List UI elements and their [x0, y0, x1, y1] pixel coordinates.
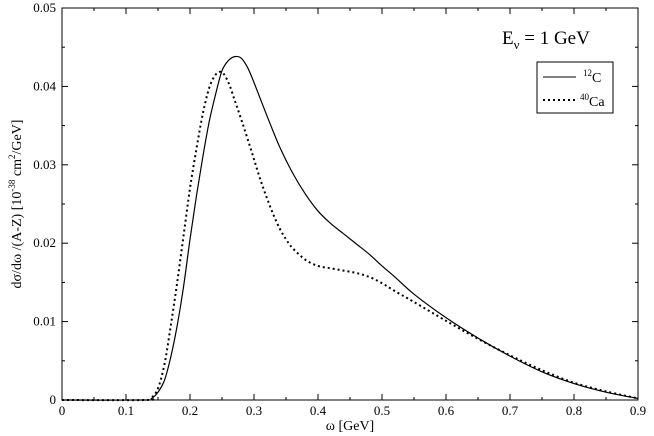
x-tick-label: 0.4 — [310, 403, 327, 418]
x-tick-label: 0.7 — [502, 403, 519, 418]
energy-annotation-rest: = 1 GeV — [520, 28, 591, 49]
y-axis-label-part1: dσ/dω /(A-Z) [10 — [10, 192, 25, 289]
y-tick-label: 0 — [50, 392, 57, 407]
y-tick-label: 0.05 — [33, 0, 56, 15]
x-axis-label: ω [GeV] — [326, 419, 374, 434]
x-tick-label: 0 — [59, 403, 66, 418]
y-tick-label: 0.02 — [33, 235, 56, 250]
energy-annotation-main: E — [502, 28, 514, 49]
y-axis-ticks: 0 0.01 0.02 0.03 0.04 0.05 — [33, 0, 638, 407]
y-axis-label-exp2: 2 — [7, 155, 17, 160]
x-tick-label: 0.9 — [630, 403, 646, 418]
series-layer — [61, 55, 639, 402]
energy-annotation: Eν = 1 GeV — [502, 28, 590, 52]
y-axis-label-part3: /GeV] — [10, 120, 25, 155]
legend-label-12c: 12C — [583, 68, 601, 86]
x-tick-label: 0.5 — [374, 403, 390, 418]
x-tick-label: 0.2 — [182, 403, 198, 418]
x-tick-label: 0.6 — [438, 403, 455, 418]
legend-label-40ca-main: Ca — [589, 95, 605, 110]
legend-box — [536, 61, 614, 114]
legend: 12C 40Ca — [536, 61, 614, 114]
y-tick-label: 0.01 — [33, 314, 56, 329]
energy-annotation-sub: ν — [514, 37, 520, 52]
x-tick-label: 0.3 — [246, 403, 262, 418]
legend-label-40ca: 40Ca — [580, 92, 605, 110]
legend-label-40ca-sup: 40 — [580, 92, 590, 102]
legend-label-12c-main: C — [592, 71, 601, 86]
y-axis-label-exp1: -38 — [7, 179, 17, 191]
series-line-12c — [61, 55, 639, 401]
y-axis-label: dσ/dω /(A-Z) [10-38 cm2/GeV] — [7, 120, 25, 289]
series-line-40ca — [61, 70, 639, 402]
y-tick-label: 0.03 — [33, 157, 56, 172]
y-axis-label-part2: cm — [10, 159, 25, 180]
x-tick-label: 0.1 — [118, 403, 134, 418]
legend-label-12c-sup: 12 — [583, 68, 592, 78]
x-tick-label: 0.8 — [566, 403, 582, 418]
x-axis-ticks: 0 0.1 0.2 0.3 0.4 0.5 0.6 0.7 0.8 0.9 — [59, 8, 646, 418]
y-tick-label: 0.04 — [33, 78, 56, 93]
